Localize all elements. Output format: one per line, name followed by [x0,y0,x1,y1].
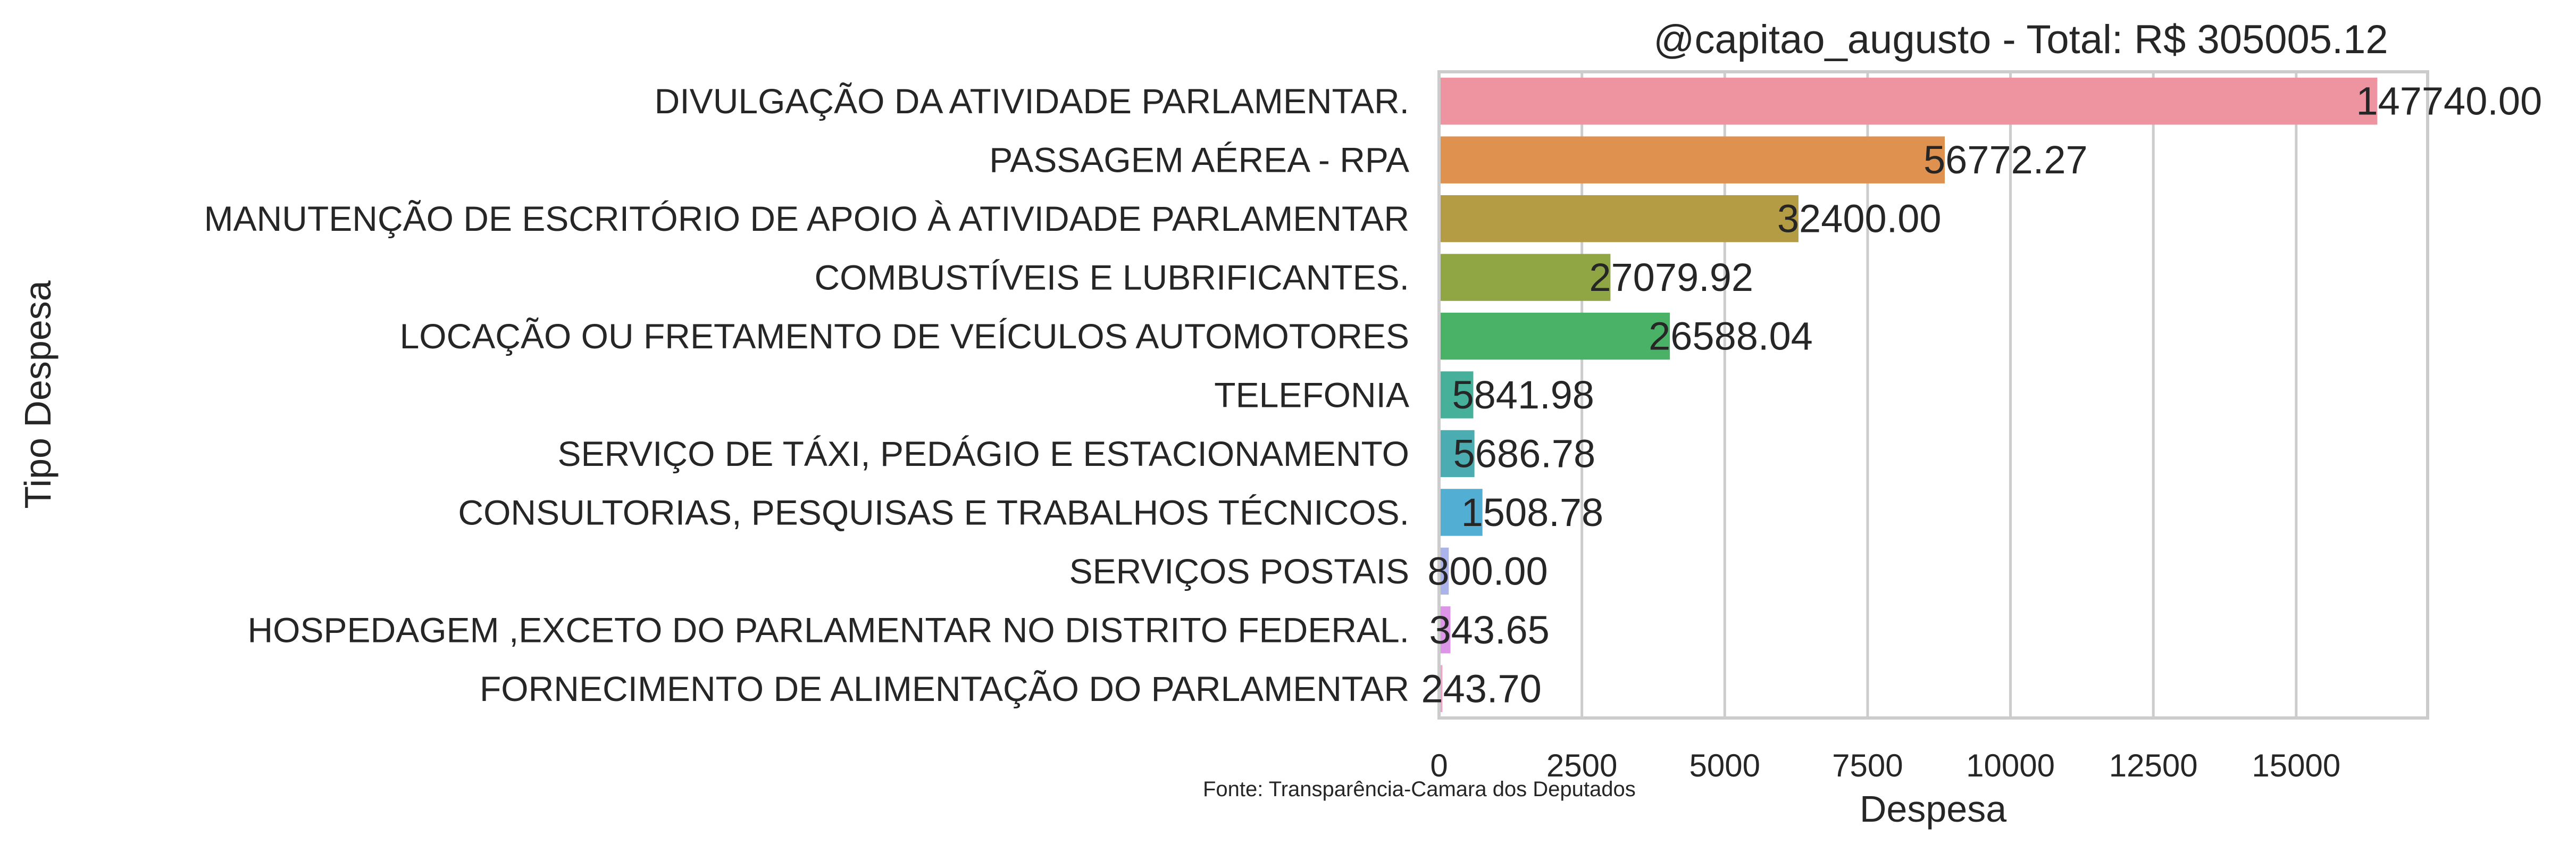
x-tick-label: 2500 [1546,748,1617,783]
data-label: 5686.78 [1453,431,1596,475]
category-label: MANUTENÇÃO DE ESCRITÓRIO DE APOIO À ATIV… [204,199,1409,238]
bar [1439,195,1799,243]
category-label: LOCAÇÃO OU FRETAMENTO DE VEÍCULOS AUTOMO… [400,316,1409,356]
data-labels: 147740.00 56772.27 32400.00 27079.92 26588.0… [1421,79,2542,711]
data-label: 56772.27 [1923,138,2088,182]
category-label: FORNECIMENTO DE ALIMENTAÇÃO DO PARLAMENT… [480,669,1409,708]
bar [1439,665,1443,712]
category-label: COMBUSTÍVEIS E LUBRIFICANTES. [814,258,1409,297]
chart-title: @capitao_augusto - Total: R$ 305005.12 [1653,17,2388,62]
category-label: CONSULTORIAS, PESQUISAS E TRABALHOS TÉCN… [458,492,1409,532]
bar [1439,430,1475,478]
x-tick-label: 5000 [1690,748,1760,783]
category-labels: DIVULGAÇÃO DA ATIVIDADE PARLAMENTAR. PASS… [204,81,1409,708]
category-label: DIVULGAÇÃO DA ATIVIDADE PARLAMENTAR. [655,81,1409,121]
bar [1439,547,1449,595]
bars [1439,78,2378,712]
data-label: 32400.00 [1777,197,1942,241]
bar [1439,78,2378,125]
x-tick-label: 15000 [2252,748,2340,783]
source-note: Fonte: Transparência-Camara dos Deputado… [1203,778,1636,801]
bar [1439,254,1611,301]
y-axis-title: Tipo Despesa [17,280,58,508]
category-label: SERVIÇO DE TÁXI, PEDÁGIO E ESTACIONAMENT… [558,434,1409,473]
plot-frame [1437,70,2429,720]
bar [1439,312,1670,360]
data-label: 243.70 [1421,666,1541,711]
x-tick-label: 12500 [2109,748,2198,783]
x-tick-label: 7500 [1832,748,1903,783]
category-label: SERVIÇOS POSTAIS [1069,552,1409,591]
data-label: 5841.98 [1452,373,1594,417]
bar [1439,136,1945,183]
data-label: 147740.00 [2356,79,2542,123]
data-label: 27079.92 [1589,255,1753,299]
bar [1439,606,1451,654]
x-tick-label: 0 [1430,748,1448,783]
bar [1439,371,1474,419]
x-axis-title: Despesa [1860,788,2006,830]
data-label: 343.65 [1429,608,1549,652]
x-tick-label: 10000 [1966,748,2055,783]
bar [1439,489,1483,536]
data-label: 26588.04 [1649,314,1813,358]
category-label: HOSPEDAGEM ,EXCETO DO PARLAMENTAR NO DIS… [248,610,1409,649]
x-tick-labels: 0 2500 5000 7500 10000 12500 15000 [1430,748,2340,783]
category-label: PASSAGEM AÉREA - RPA [989,140,1409,180]
category-label: TELEFONIA [1214,375,1409,415]
data-label: 1508.78 [1461,490,1604,534]
data-label: 800.00 [1427,549,1548,593]
